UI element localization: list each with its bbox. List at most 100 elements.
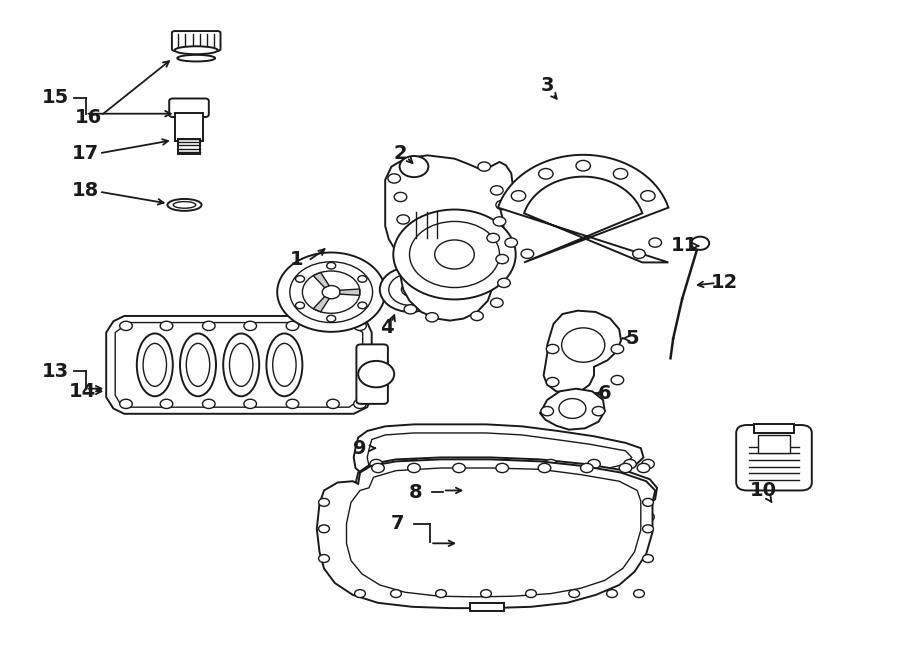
Text: 9: 9 bbox=[353, 439, 367, 457]
Circle shape bbox=[408, 512, 420, 522]
Circle shape bbox=[295, 302, 304, 309]
Circle shape bbox=[436, 590, 446, 598]
Circle shape bbox=[624, 459, 636, 469]
Circle shape bbox=[358, 361, 394, 387]
Text: 16: 16 bbox=[75, 108, 102, 127]
Ellipse shape bbox=[143, 344, 166, 386]
Bar bbox=[175, 113, 203, 141]
Text: 14: 14 bbox=[69, 382, 96, 401]
Circle shape bbox=[643, 498, 653, 506]
Circle shape bbox=[691, 237, 709, 250]
Text: 5: 5 bbox=[625, 329, 639, 348]
Bar bbox=[754, 424, 794, 433]
Circle shape bbox=[496, 200, 508, 210]
Circle shape bbox=[286, 399, 299, 408]
Circle shape bbox=[370, 512, 382, 522]
Circle shape bbox=[500, 512, 512, 522]
Circle shape bbox=[541, 407, 554, 416]
Circle shape bbox=[295, 276, 304, 282]
Circle shape bbox=[641, 190, 655, 201]
Circle shape bbox=[354, 321, 366, 330]
Circle shape bbox=[493, 217, 506, 226]
Circle shape bbox=[319, 555, 329, 563]
Circle shape bbox=[327, 321, 339, 330]
Circle shape bbox=[611, 344, 624, 354]
Circle shape bbox=[642, 459, 654, 469]
Text: 11: 11 bbox=[670, 237, 698, 255]
Text: 3: 3 bbox=[540, 77, 554, 95]
Circle shape bbox=[358, 302, 367, 309]
Circle shape bbox=[496, 463, 508, 473]
Ellipse shape bbox=[167, 199, 202, 211]
Circle shape bbox=[607, 590, 617, 598]
Circle shape bbox=[487, 233, 500, 243]
Circle shape bbox=[544, 459, 557, 469]
Circle shape bbox=[202, 399, 215, 408]
Bar bbox=[758, 435, 790, 453]
FancyBboxPatch shape bbox=[736, 425, 812, 490]
Circle shape bbox=[478, 162, 491, 171]
Circle shape bbox=[408, 459, 420, 469]
Circle shape bbox=[244, 399, 256, 408]
Circle shape bbox=[642, 512, 654, 522]
Circle shape bbox=[538, 463, 551, 473]
Circle shape bbox=[394, 192, 407, 202]
Text: 8: 8 bbox=[409, 483, 423, 502]
Circle shape bbox=[160, 321, 173, 330]
Circle shape bbox=[511, 190, 526, 201]
Circle shape bbox=[453, 459, 465, 469]
Circle shape bbox=[592, 407, 605, 416]
Polygon shape bbox=[498, 155, 669, 262]
Circle shape bbox=[588, 512, 600, 522]
Ellipse shape bbox=[180, 334, 216, 396]
Circle shape bbox=[649, 238, 662, 247]
Ellipse shape bbox=[562, 328, 605, 362]
Circle shape bbox=[611, 375, 624, 385]
Circle shape bbox=[538, 169, 553, 179]
Circle shape bbox=[619, 463, 632, 473]
Circle shape bbox=[496, 254, 508, 264]
Circle shape bbox=[355, 590, 365, 598]
Circle shape bbox=[244, 321, 256, 330]
Circle shape bbox=[580, 463, 593, 473]
Ellipse shape bbox=[186, 344, 210, 386]
Text: 7: 7 bbox=[391, 514, 405, 533]
Circle shape bbox=[370, 459, 382, 469]
Text: 6: 6 bbox=[598, 384, 612, 403]
Circle shape bbox=[546, 377, 559, 387]
Polygon shape bbox=[385, 155, 513, 321]
Polygon shape bbox=[544, 311, 621, 393]
Text: 1: 1 bbox=[290, 250, 304, 268]
Ellipse shape bbox=[137, 334, 173, 396]
Circle shape bbox=[643, 525, 653, 533]
Circle shape bbox=[319, 498, 329, 506]
FancyBboxPatch shape bbox=[169, 98, 209, 117]
Circle shape bbox=[521, 249, 534, 258]
Circle shape bbox=[391, 590, 401, 598]
Ellipse shape bbox=[266, 334, 302, 396]
Circle shape bbox=[358, 276, 367, 282]
Circle shape bbox=[569, 590, 580, 598]
Circle shape bbox=[435, 240, 474, 269]
Circle shape bbox=[453, 463, 465, 473]
Circle shape bbox=[588, 459, 600, 469]
Text: 13: 13 bbox=[42, 362, 69, 381]
Polygon shape bbox=[540, 389, 605, 430]
Text: 17: 17 bbox=[72, 144, 99, 163]
Circle shape bbox=[327, 262, 336, 269]
Bar bbox=[470, 603, 504, 611]
Ellipse shape bbox=[223, 334, 259, 396]
Ellipse shape bbox=[273, 344, 296, 386]
Circle shape bbox=[500, 459, 512, 469]
Text: 18: 18 bbox=[72, 181, 99, 200]
Text: 2: 2 bbox=[393, 144, 408, 163]
Text: 15: 15 bbox=[42, 89, 69, 107]
Ellipse shape bbox=[230, 344, 253, 386]
Circle shape bbox=[397, 215, 410, 224]
FancyBboxPatch shape bbox=[356, 344, 388, 404]
Circle shape bbox=[643, 555, 653, 563]
Text: 4: 4 bbox=[380, 318, 394, 336]
Polygon shape bbox=[115, 323, 363, 407]
Circle shape bbox=[634, 590, 644, 598]
Circle shape bbox=[354, 399, 366, 408]
